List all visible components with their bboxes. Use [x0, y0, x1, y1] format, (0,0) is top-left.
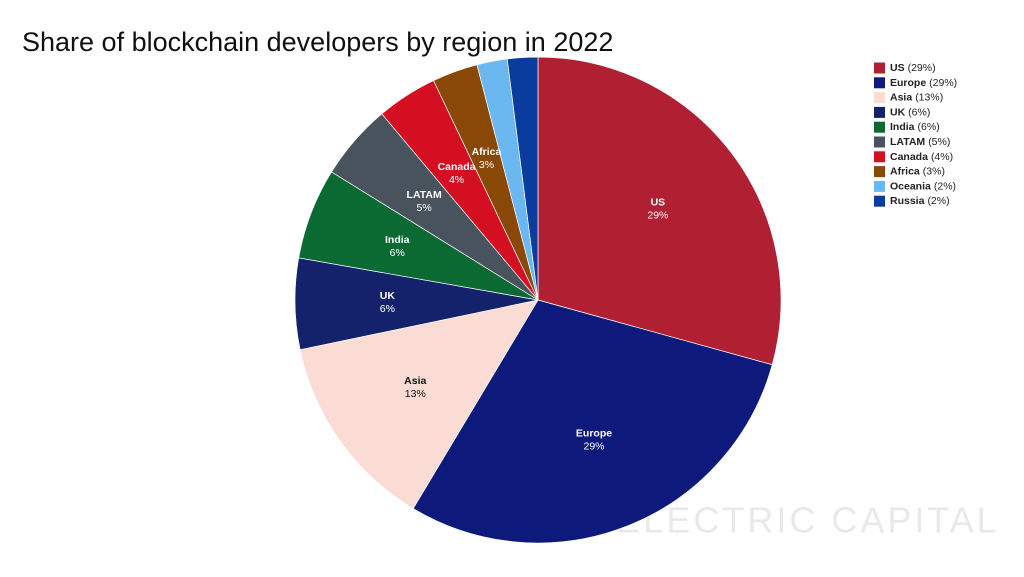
legend-entry: UK (6%): [890, 106, 930, 118]
slice-label: UK: [380, 290, 396, 302]
chart-title: Share of blockchain developers by region…: [22, 27, 613, 57]
legend-value: (6%): [908, 106, 930, 118]
legend-value: (5%): [928, 136, 950, 148]
slice-value-label: 6%: [380, 303, 395, 315]
pie-slice: [299, 299, 539, 509]
slice-label: US: [651, 197, 666, 209]
slice-value-label: 5%: [417, 202, 432, 214]
legend-label: Oceania: [890, 180, 931, 192]
pie: [294, 56, 782, 544]
legend-entry: Africa (3%): [890, 165, 945, 177]
pie-slice: [506, 56, 539, 301]
legend-entry: Europe (29%): [890, 77, 957, 89]
legend-entry: India (6%): [890, 121, 940, 133]
legend-swatch: [874, 136, 885, 148]
legend: US (29%)Europe (29%)Asia (13%)UK (6%)India (6…: [874, 62, 957, 207]
legend-swatch: [874, 180, 885, 192]
slice-value-label: 13%: [405, 388, 426, 400]
legend-value: (29%): [929, 77, 957, 89]
legend-value: (2%): [927, 195, 949, 207]
slice-value-label: 29%: [647, 210, 668, 222]
legend-entry: Oceania (2%): [890, 180, 956, 192]
legend-entry: US (29%): [890, 62, 936, 74]
legend-label: UK: [890, 106, 906, 118]
legend-entry: Canada (4%): [890, 151, 953, 163]
legend-swatch: [874, 166, 885, 178]
legend-value: (6%): [918, 121, 940, 133]
legend-swatch: [874, 121, 885, 133]
legend-label: Asia: [890, 91, 912, 103]
legend-value: (2%): [934, 180, 956, 192]
legend-entry: Asia (13%): [890, 91, 943, 103]
slice-label: Asia: [404, 375, 426, 387]
legend-label: LATAM: [890, 136, 925, 148]
legend-swatch: [874, 151, 885, 163]
slice-label: Europe: [576, 428, 612, 440]
watermark: ELECTRIC CAPITAL: [616, 500, 999, 541]
legend-swatch: [874, 62, 885, 74]
legend-label: Europe: [890, 77, 926, 89]
pie-labels: US29%Europe29%Asia13%UK6%India6%LATAM5%C…: [380, 146, 669, 452]
legend-label: Africa: [890, 165, 920, 177]
slice-value-label: 4%: [449, 174, 464, 186]
slice-label: LATAM: [407, 189, 442, 201]
slice-value-label: 6%: [390, 247, 405, 259]
legend-swatch: [874, 106, 885, 118]
pie-slice: [412, 299, 773, 544]
slice-value-label: 3%: [479, 159, 494, 171]
slice-label: India: [385, 234, 410, 246]
legend-value: (4%): [931, 151, 953, 163]
pie-slice: [537, 56, 782, 366]
legend-entry: LATAM (5%): [890, 136, 950, 148]
legend-label: US: [890, 62, 905, 74]
legend-swatch: [874, 77, 885, 89]
legend-label: Canada: [890, 151, 928, 163]
slice-value-label: 29%: [583, 441, 604, 453]
slice-label: Africa: [472, 146, 502, 158]
legend-value: (13%): [915, 91, 943, 103]
slice-label: Canada: [438, 161, 476, 173]
legend-label: Russia: [890, 195, 925, 207]
legend-value: (3%): [923, 165, 945, 177]
legend-swatch: [874, 92, 885, 104]
legend-swatch: [874, 195, 885, 207]
legend-label: India: [890, 121, 915, 133]
legend-value: (29%): [908, 62, 936, 74]
legend-entry: Russia (2%): [890, 195, 950, 207]
